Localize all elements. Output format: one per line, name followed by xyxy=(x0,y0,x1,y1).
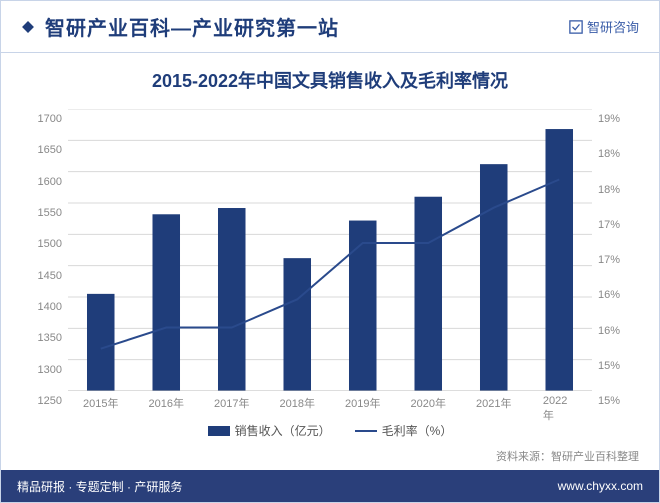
footer-right: www.chyxx.com xyxy=(558,479,643,493)
plot-box xyxy=(68,109,592,391)
chart-card: 智研产业百科—产业研究第一站 智研咨询 2015-2022年中国文具销售收入及毛… xyxy=(0,0,660,503)
x-tick-label: 2018年 xyxy=(280,395,315,411)
gridlines xyxy=(68,109,592,391)
x-tick-label: 2020年 xyxy=(411,395,446,411)
plot-svg xyxy=(68,109,592,391)
source-note: 资料来源：智研产业百科整理 xyxy=(496,448,639,464)
x-tick-label: 2015年 xyxy=(83,395,118,411)
bar xyxy=(545,129,573,391)
y-left-tick: 1400 xyxy=(38,301,62,313)
bars-group xyxy=(87,129,573,391)
x-tick-label: 2017年 xyxy=(214,395,249,411)
brand-icon xyxy=(569,20,583,34)
bar xyxy=(480,164,508,391)
y-right-tick: 17% xyxy=(598,254,620,266)
legend-bar-item: 销售收入（亿元） xyxy=(208,422,331,439)
footer-bar: 精品研报 · 专题定制 · 产研服务 www.chyxx.com xyxy=(1,470,659,502)
y-left-tick: 1350 xyxy=(38,332,62,344)
bar xyxy=(414,197,442,391)
bar xyxy=(152,214,180,391)
y-left-tick: 1500 xyxy=(38,238,62,250)
header-left: 智研产业百科—产业研究第一站 xyxy=(21,12,339,41)
x-tick-label: 2021年 xyxy=(476,395,511,411)
y-left-tick: 1300 xyxy=(38,364,62,376)
y-right-tick: 15% xyxy=(598,395,620,407)
legend-bar-swatch xyxy=(208,426,230,436)
y-right-tick: 18% xyxy=(598,148,620,160)
legend-bar-label: 销售收入（亿元） xyxy=(235,422,331,439)
y-left-tick: 1650 xyxy=(38,144,62,156)
y-right-tick: 16% xyxy=(598,325,620,337)
x-axis-labels: 2015年2016年2017年2018年2019年2020年2021年2022年 xyxy=(68,395,592,415)
x-tick-label: 2022年 xyxy=(543,395,576,423)
legend-line-swatch xyxy=(355,430,377,432)
y-left-tick: 1550 xyxy=(38,207,62,219)
x-tick-label: 2019年 xyxy=(345,395,380,411)
bar xyxy=(87,294,115,391)
x-tick-label: 2016年 xyxy=(149,395,184,411)
y-left-tick: 1700 xyxy=(38,113,62,125)
bar xyxy=(349,221,377,391)
legend: 销售收入（亿元） 毛利率（%） xyxy=(20,422,640,439)
brand-text: 智研咨询 xyxy=(587,17,639,36)
y-left-tick: 1600 xyxy=(38,176,62,188)
y-right-tick: 15% xyxy=(598,360,620,372)
legend-line-label: 毛利率（%） xyxy=(382,422,453,439)
y-right-tick: 17% xyxy=(598,219,620,231)
y-right-tick: 19% xyxy=(598,113,620,125)
y-right-tick: 18% xyxy=(598,184,620,196)
y-left-tick: 1450 xyxy=(38,270,62,282)
chart-title: 2015-2022年中国文具销售收入及毛利率情况 xyxy=(1,53,659,99)
bar xyxy=(283,258,311,391)
header-title: 智研产业百科—产业研究第一站 xyxy=(45,12,339,41)
y-right-tick: 16% xyxy=(598,289,620,301)
chart-area: 1250 1300 1350 1400 1450 1500 1550 1600 1650 1700… xyxy=(20,99,640,449)
y-axis-right: 15%15%16%16%17%17%18%18%19% xyxy=(594,109,640,391)
y-axis-left: 1250130013501400145015001550160016501700 xyxy=(20,109,66,391)
bar xyxy=(218,208,246,391)
diamond-icon xyxy=(21,20,35,34)
y-left-tick: 1250 xyxy=(38,395,62,407)
footer-left: 精品研报 · 专题定制 · 产研服务 xyxy=(17,478,182,495)
card-header: 智研产业百科—产业研究第一站 智研咨询 xyxy=(1,1,659,53)
legend-line-item: 毛利率（%） xyxy=(355,422,453,439)
brand-badge: 智研咨询 xyxy=(569,17,639,36)
